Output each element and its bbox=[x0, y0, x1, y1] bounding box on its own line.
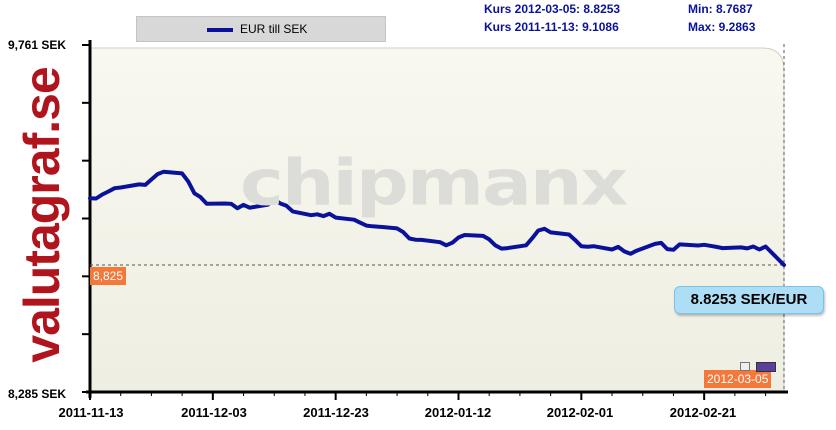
info-min: Min: 8.7687 bbox=[688, 2, 753, 16]
x-tick-label: 2012-02-21 bbox=[669, 405, 737, 420]
date-tag: 2012-03-05 bbox=[704, 370, 772, 388]
plot-area bbox=[89, 47, 785, 393]
print-icon[interactable] bbox=[740, 362, 750, 371]
flag-icon[interactable] bbox=[756, 362, 776, 372]
axes bbox=[82, 40, 788, 400]
x-tick-label: 2012-01-12 bbox=[424, 405, 492, 420]
reference-tag: 8,825 bbox=[90, 267, 127, 285]
series-line bbox=[88, 169, 786, 267]
brand-text: valutagraf.se bbox=[14, 67, 70, 363]
x-tick-label: 2012-02-01 bbox=[546, 405, 614, 420]
info-max: Max: 9.2863 bbox=[688, 20, 756, 34]
series-layer bbox=[88, 169, 786, 267]
y-tick-label-top: 9,761 SEK bbox=[8, 38, 67, 52]
x-tick-label: 2011-12-23 bbox=[303, 405, 369, 420]
info-kurs-current: Kurs 2012-03-05: 8.8253 bbox=[484, 2, 621, 16]
y-tick-label-bottom: 8,285 SEK bbox=[8, 387, 67, 401]
x-tick-label: 2011-12-03 bbox=[181, 405, 247, 420]
legend: EUR till SEK bbox=[136, 16, 386, 42]
legend-swatch bbox=[207, 28, 233, 32]
info-kurs-start: Kurs 2011-11-13: 9.1086 bbox=[484, 20, 619, 34]
value-callout: 8.8253 SEK/EUR bbox=[674, 286, 824, 314]
legend-label: EUR till SEK bbox=[240, 22, 308, 36]
x-tick-label: 2011-11-13 bbox=[58, 405, 124, 420]
watermark: chipmanx bbox=[240, 146, 628, 220]
